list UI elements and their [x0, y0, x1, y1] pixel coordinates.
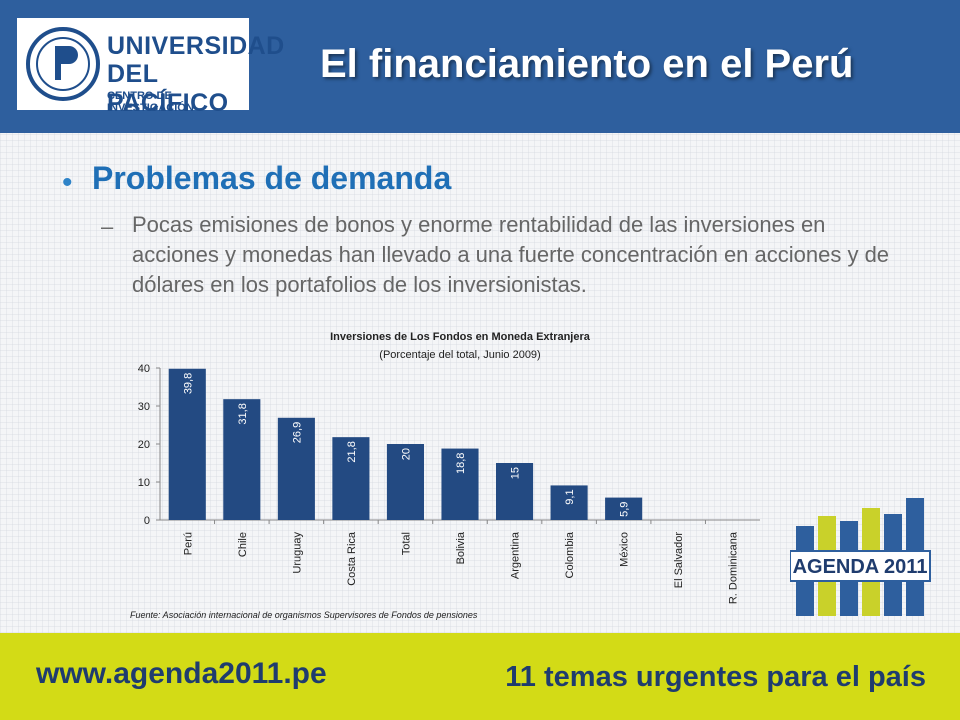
x-tick-label: Chile [237, 532, 249, 557]
slide-title: El financiamiento en el Perú [320, 42, 854, 86]
bar [277, 417, 315, 520]
seal-icon [26, 27, 100, 101]
x-tick-label: Perú [182, 532, 194, 555]
header-bar: UNIVERSIDAD DEL PACÍFICO CENTRO DE INVES… [0, 0, 960, 133]
chart-source: Fuente: Asociación internacional de orga… [130, 610, 478, 620]
data-label: 26,9 [291, 422, 303, 443]
x-tick-label: Costa Rica [346, 531, 358, 586]
bar [223, 399, 261, 520]
y-tick-label: 30 [138, 401, 150, 413]
y-tick-label: 20 [138, 439, 150, 451]
data-label: 5,9 [619, 502, 631, 517]
agenda-logo-text: AGENDA 2011 [793, 556, 928, 578]
logo-text-line3: CENTRO DE INVESTIGACIÓN [107, 90, 194, 114]
bar [441, 448, 479, 520]
dash-icon: – [101, 214, 114, 239]
content-background [0, 133, 960, 633]
university-logo: UNIVERSIDAD DEL PACÍFICO CENTRO DE INVES… [17, 18, 284, 117]
bar [550, 485, 588, 520]
logo-text-line2: DEL PACÍFICO [107, 60, 229, 117]
x-tick-label: R. Dominicana [728, 531, 740, 604]
bar [496, 463, 534, 520]
y-tick-label: 40 [138, 363, 150, 375]
data-label: 21,8 [346, 441, 358, 462]
bar [386, 444, 424, 520]
agenda-logo-band [790, 550, 931, 582]
bar [168, 368, 206, 520]
data-label: 15 [510, 467, 522, 479]
bullet-icon: • [62, 166, 73, 199]
x-tick-label: México [619, 532, 631, 567]
footer-url[interactable]: www.agenda2011.pe [36, 657, 327, 690]
x-tick-label: El Salvador [673, 532, 685, 589]
data-label: 20 [400, 448, 412, 460]
y-tick-label: 0 [144, 515, 150, 527]
data-label: 39,8 [182, 373, 194, 394]
agenda-2011-logo: AGENDA 2011 [790, 498, 931, 616]
bar [332, 437, 370, 520]
body-paragraph: Pocas emisiones de bonos y enorme rentab… [132, 212, 890, 297]
chart-title: Inversiones de Los Fondos en Moneda Extr… [330, 331, 591, 343]
x-tick-label: Uruguay [291, 532, 303, 574]
data-label: 18,8 [455, 453, 467, 474]
bar-chart: Inversiones de Los Fondos en Moneda Extr… [138, 331, 760, 604]
logo-text-line1: UNIVERSIDAD [107, 32, 285, 60]
x-tick-label: Total [400, 532, 412, 555]
y-tick-label: 10 [138, 477, 150, 489]
data-label: 31,8 [237, 403, 249, 424]
bar [605, 497, 643, 520]
chart-subtitle: (Porcentaje del total, Junio 2009) [379, 349, 540, 361]
x-tick-label: Bolivia [455, 531, 467, 564]
x-tick-label: Colombia [564, 531, 576, 578]
data-label: 9,1 [564, 489, 576, 504]
section-heading: Problemas de demanda [92, 160, 452, 196]
footer-tagline: 11 temas urgentes para el país [505, 661, 926, 693]
x-tick-label: Argentina [510, 531, 522, 579]
footer-bar: www.agenda2011.pe 11 temas urgentes para… [0, 633, 960, 720]
